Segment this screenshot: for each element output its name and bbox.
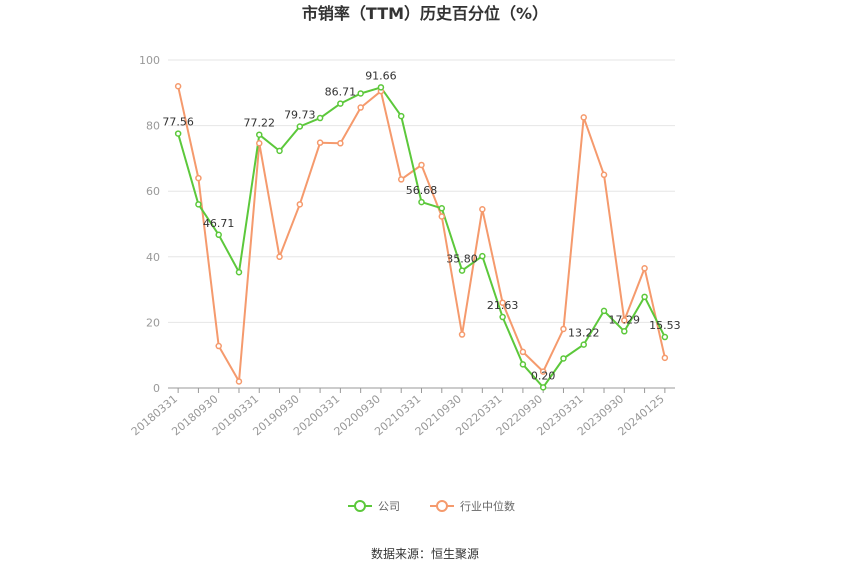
- data-point: [235, 378, 243, 385]
- data-point: [661, 354, 669, 362]
- data-point: [539, 384, 547, 391]
- legend-item[interactable]: 公司: [348, 500, 400, 513]
- data-point: [539, 368, 547, 375]
- data-point: [195, 174, 202, 182]
- data-point: [174, 130, 182, 137]
- data-point: [499, 313, 506, 321]
- data-point: [357, 90, 364, 97]
- data-point: [174, 82, 182, 90]
- data-label: 77.56: [162, 116, 194, 129]
- data-point: [438, 213, 446, 220]
- data-point: [337, 140, 344, 147]
- data-point: [256, 140, 263, 147]
- data-point: [560, 325, 567, 333]
- legend-swatch-marker: [436, 500, 448, 512]
- legend-swatch-marker: [354, 500, 366, 512]
- y-tick-label: 60: [146, 185, 160, 198]
- data-label: 21.63: [487, 299, 519, 312]
- data-point: [337, 100, 344, 107]
- data-point: [661, 333, 669, 341]
- data-point: [621, 328, 628, 335]
- data-point: [600, 307, 608, 315]
- data-point: [560, 355, 567, 362]
- data-label: 56.68: [406, 184, 438, 197]
- grid: [168, 59, 675, 323]
- data-label: 13.22: [568, 327, 600, 340]
- data-point: [499, 299, 506, 306]
- data-point: [235, 268, 243, 276]
- x-axis: 2018033120180930201903312019093020200331…: [129, 387, 675, 438]
- data-point: [519, 348, 527, 356]
- data-point: [418, 198, 425, 206]
- y-tick-label: 80: [146, 120, 160, 133]
- data-label: 79.73: [284, 108, 316, 121]
- data-point: [316, 139, 324, 146]
- data-point: [296, 123, 304, 130]
- data-point: [479, 252, 486, 260]
- data-label: 77.22: [244, 117, 276, 130]
- source-note: 数据来源：恒生聚源: [371, 546, 479, 561]
- data-point: [479, 205, 486, 213]
- data-point: [580, 114, 587, 121]
- data-point: [357, 104, 364, 111]
- data-point: [397, 112, 405, 120]
- data-point: [195, 201, 202, 208]
- data-point: [276, 147, 283, 155]
- data-label: 91.66: [365, 69, 397, 82]
- y-axis: 0 20 40 60 80 100: [139, 54, 160, 395]
- data-point: [438, 205, 446, 212]
- data-label: 17.29: [609, 313, 641, 326]
- legend-item[interactable]: 行业中位数: [430, 499, 515, 513]
- y-tick-label: 20: [146, 316, 160, 329]
- data-label: 0.20: [531, 369, 556, 382]
- y-tick-label: 100: [139, 54, 160, 67]
- data-point: [641, 265, 648, 272]
- y-tick-label: 0: [153, 382, 160, 395]
- data-point: [621, 317, 628, 324]
- data-point: [519, 361, 527, 368]
- data-point: [276, 253, 283, 261]
- data-point: [215, 342, 222, 350]
- series-lines: [177, 85, 666, 389]
- chart-title: 市销率（TTM）历史百分位（%）: [302, 4, 548, 23]
- legend[interactable]: 公司 行业中位数: [348, 499, 515, 513]
- data-point: [256, 131, 263, 138]
- data-point: [600, 171, 608, 179]
- legend-label: 行业中位数: [460, 499, 515, 513]
- data-point: [397, 176, 405, 183]
- data-point: [215, 231, 222, 239]
- data-point: [458, 267, 466, 274]
- data-label: 46.71: [203, 217, 235, 230]
- legend-label: 公司: [378, 500, 400, 513]
- data-label: 35.80: [446, 253, 478, 266]
- data-label: 86.71: [325, 86, 357, 99]
- series-points: [174, 82, 669, 391]
- data-point: [316, 114, 324, 122]
- data-point: [418, 161, 425, 169]
- data-point: [580, 341, 587, 348]
- data-labels: 77.56 46.71 77.22 79.73 86.71 91.66 56.68 35.80…: [162, 69, 680, 382]
- data-point: [377, 84, 385, 91]
- data-point: [458, 331, 466, 338]
- data-point: [296, 201, 304, 208]
- data-point: [641, 293, 648, 301]
- data-label: 15.53: [649, 319, 681, 332]
- y-tick-label: 40: [146, 251, 160, 264]
